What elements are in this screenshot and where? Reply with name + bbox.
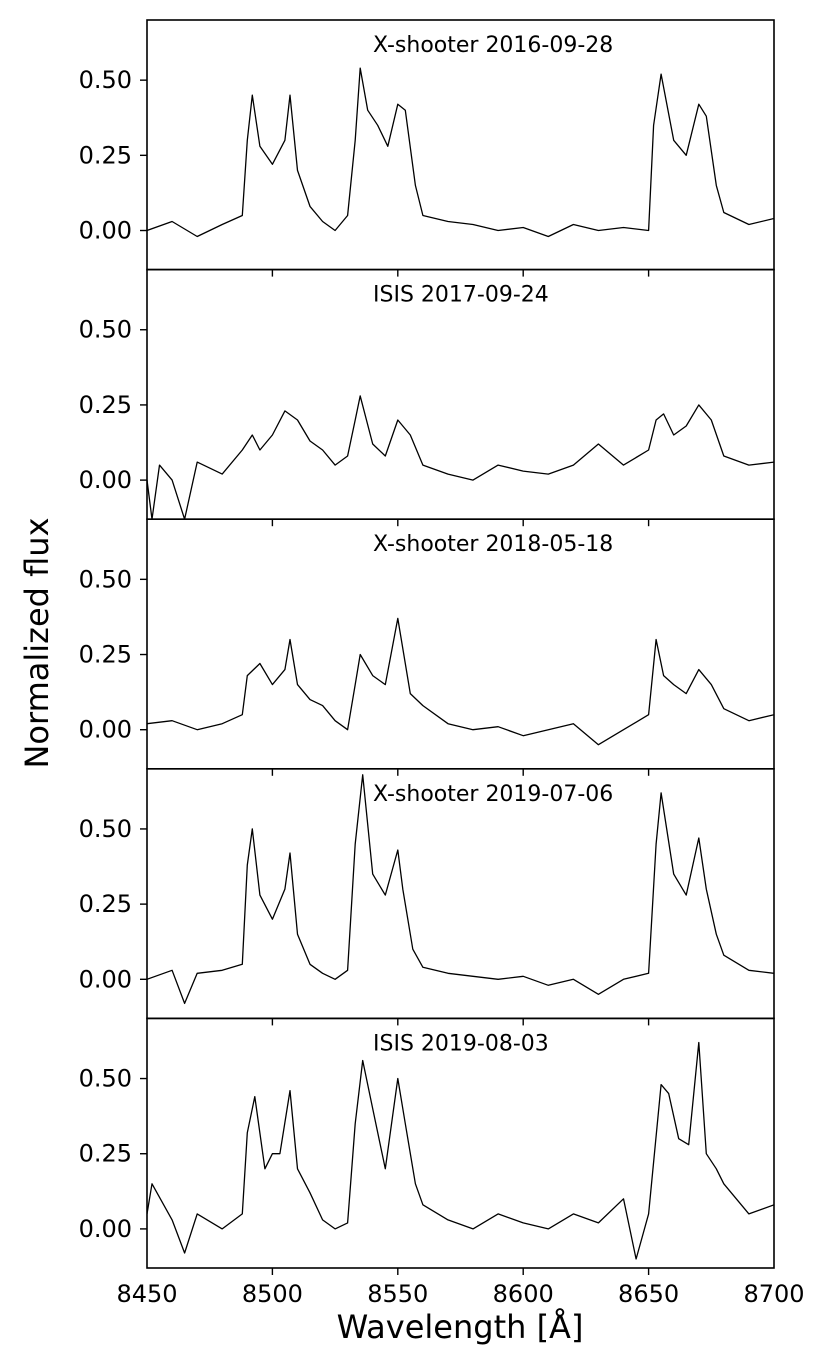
panel-title: X-shooter 2019-07-06 <box>373 782 613 807</box>
y-tick-label: 0.00 <box>79 466 132 494</box>
panel-4: X-shooter 2019-07-06 0.00 0.25 0.50 <box>79 767 775 1026</box>
y-tick-label: 0.00 <box>79 965 132 993</box>
y-tick-label: 0.25 <box>79 890 132 918</box>
y-tick-label: 0.25 <box>79 641 132 669</box>
panel-3: X-shooter 2018-05-18 0.00 0.25 0.50 <box>79 518 775 776</box>
spectrum-line <box>147 67 774 238</box>
x-tick-label: 8550 <box>367 1280 428 1308</box>
y-tick-label: 0.50 <box>79 316 132 344</box>
x-axis-label: Wavelength [Å] <box>337 1308 584 1346</box>
spectrum-line <box>147 774 774 1005</box>
y-tick-label: 0.25 <box>79 141 132 169</box>
x-tick-label: 8500 <box>242 1280 303 1308</box>
panel-frame <box>146 1017 775 1269</box>
y-tick-label: 0.00 <box>79 217 132 245</box>
panel-title: X-shooter 2016-09-28 <box>373 33 613 58</box>
y-tick-label: 0.25 <box>79 391 132 419</box>
y-tick-label: 0.00 <box>79 716 132 744</box>
y-tick-label: 0.50 <box>79 1065 132 1093</box>
y-tick-label: 0.50 <box>79 815 132 843</box>
y-tick-label: 0.00 <box>79 1215 132 1243</box>
x-tick-label: 8650 <box>618 1280 679 1308</box>
x-tick-label: 8600 <box>493 1280 554 1308</box>
y-axis-label: Normalized flux <box>18 517 56 768</box>
y-tick-label: 0.50 <box>79 565 132 593</box>
y-tick-label: 0.50 <box>79 66 132 94</box>
panel-title: X-shooter 2018-05-18 <box>373 532 613 557</box>
panel-5: ISIS 2019-08-03 0.00 0.25 0.50 <box>79 1017 775 1275</box>
spectrum-line <box>147 1041 774 1260</box>
panel-1: X-shooter 2016-09-28 0.00 0.25 0.50 <box>79 19 775 277</box>
x-axis: 8450 8500 8550 8600 8650 8700 <box>116 1280 804 1308</box>
panel-2: ISIS 2017-09-24 0.00 0.25 0.50 <box>79 268 775 527</box>
panel-title: ISIS 2019-08-03 <box>373 1031 549 1056</box>
spectrum-line <box>147 617 774 746</box>
x-tick-label: 8450 <box>116 1280 177 1308</box>
panel-title: ISIS 2017-09-24 <box>373 283 549 308</box>
y-tick-label: 0.25 <box>79 1140 132 1168</box>
x-tick-label: 8700 <box>743 1280 804 1308</box>
spectrum-line <box>147 395 774 520</box>
